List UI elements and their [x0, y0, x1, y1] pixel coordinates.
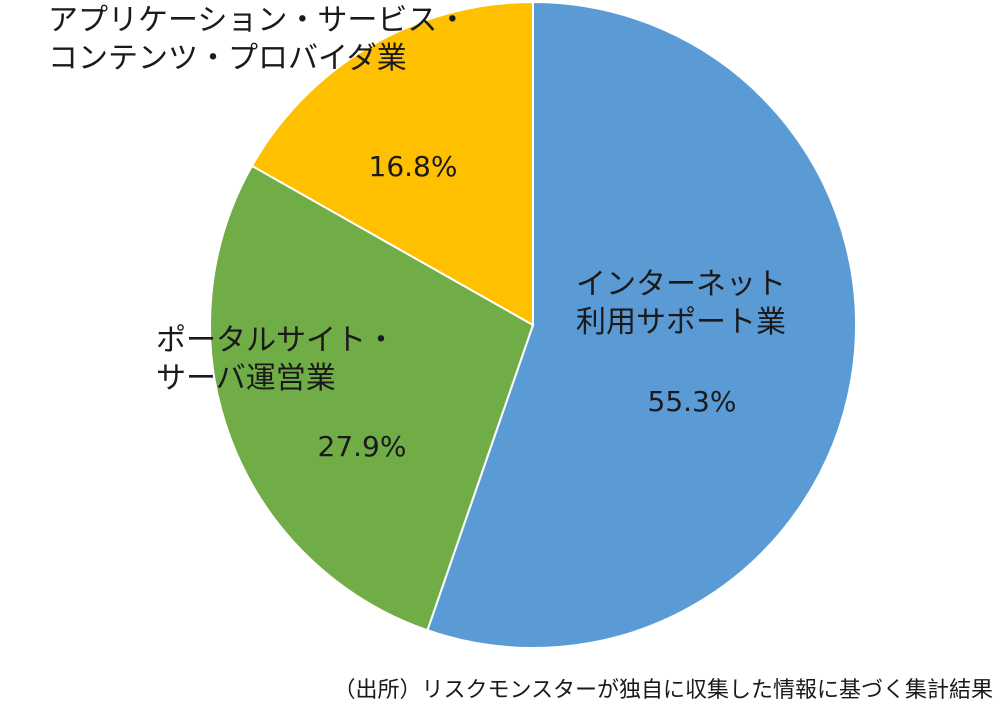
- pie-slice-application-provider: [250, 0, 534, 327]
- slice-value-internet-support: 55.3%: [647, 385, 737, 418]
- slice-label-portal-server: ポータルサイト・ サーバ運営業: [156, 322, 396, 398]
- slice-value-portal-server: 27.9%: [317, 430, 407, 463]
- source-note: （出所）リスクモンスターが独自に収集した情報に基づく集計結果: [333, 678, 993, 703]
- slice-label-line: インターネット: [576, 267, 786, 302]
- pie-slices: [209, 0, 857, 649]
- pie-slice-portal-server: [209, 164, 535, 632]
- slice-label-line: 利用サポート業: [576, 305, 786, 340]
- slice-label-line: コンテンツ・プロバイダ業: [48, 41, 407, 76]
- slice-label-line: ポータルサイト・: [156, 323, 396, 358]
- slice-label-line: サーバ運営業: [156, 361, 336, 396]
- pie-slice-internet-support: [426, 0, 857, 649]
- slice-label-application-provider: アプリケーション・サービス・ コンテンツ・プロバイダ業: [48, 2, 467, 78]
- slice-label-internet-support: インターネット 利用サポート業: [576, 266, 786, 342]
- slice-label-line: アプリケーション・サービス・: [48, 3, 468, 38]
- slice-value-application-provider: 16.8%: [368, 150, 458, 183]
